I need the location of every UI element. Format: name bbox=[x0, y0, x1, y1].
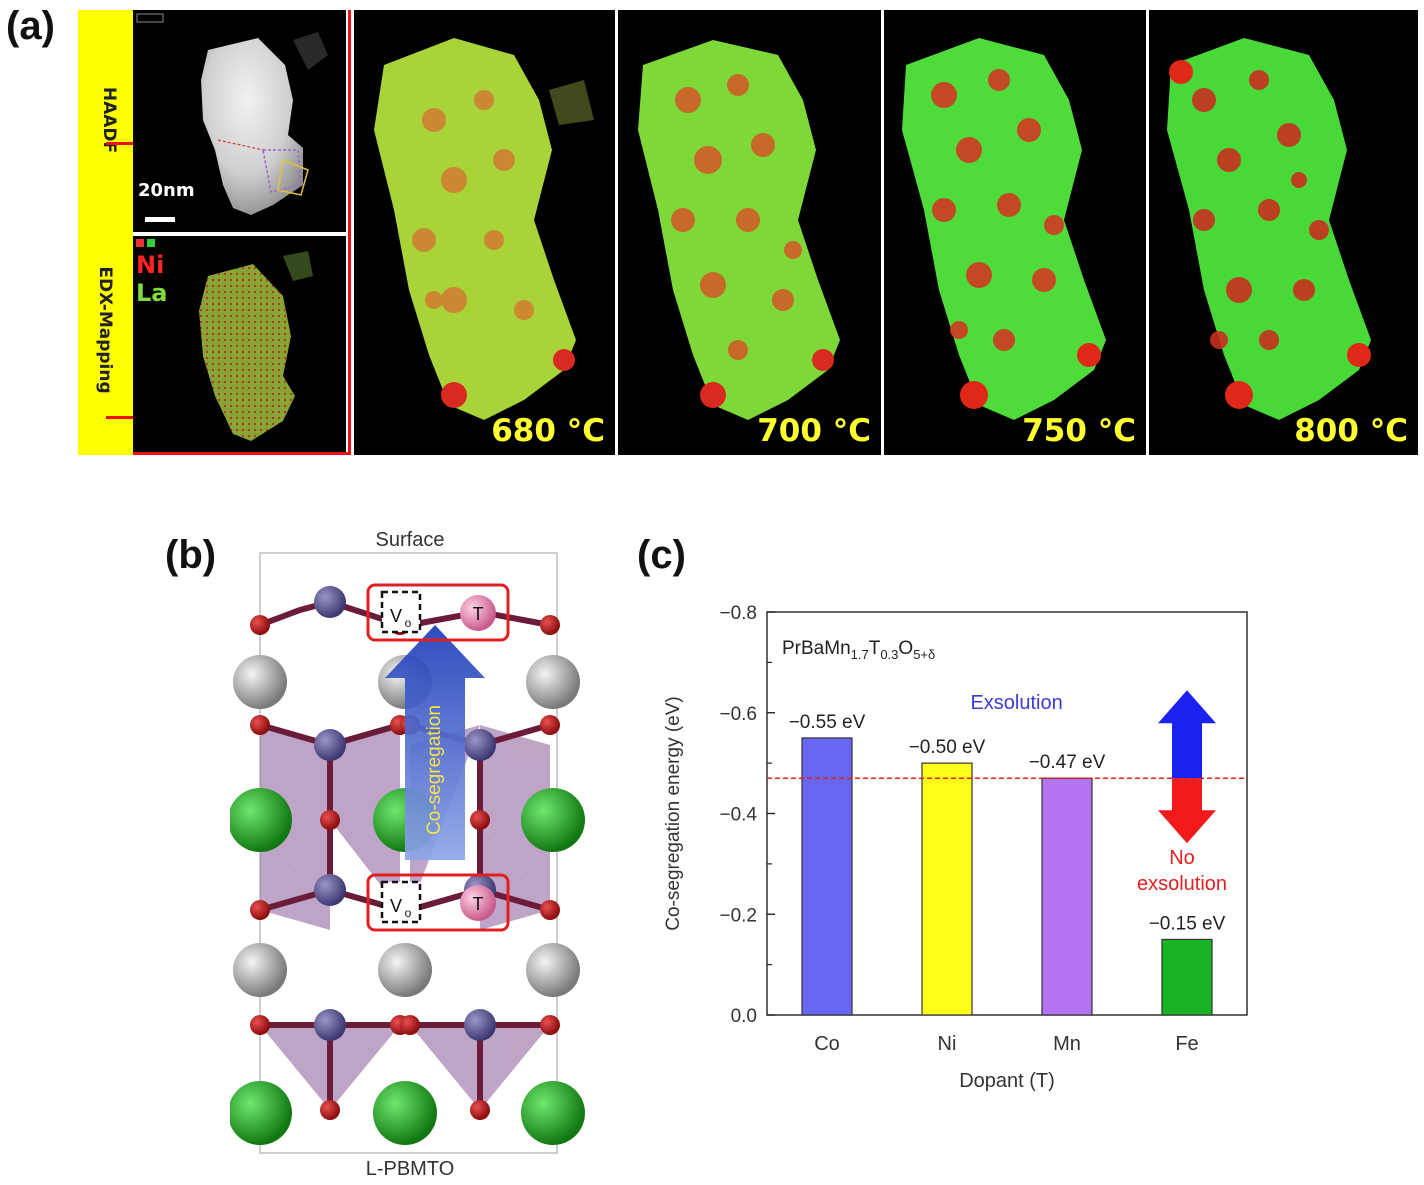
temperature-label-800: 800 °C bbox=[1294, 413, 1408, 449]
value-label-mn: −0.47 eV bbox=[1029, 752, 1106, 773]
x-tick-label-co: Co bbox=[814, 1033, 840, 1055]
label-bar bbox=[78, 10, 133, 455]
down-arrow-icon bbox=[1158, 778, 1216, 844]
temperature-label-700: 700 °C bbox=[757, 413, 871, 449]
no-exsolution-label-2: exsolution bbox=[1137, 873, 1227, 895]
co-segregation-label: Co-segregation bbox=[424, 705, 445, 835]
panel-label-a: (a) bbox=[6, 4, 55, 48]
edx-map-680: 680 °C bbox=[354, 10, 615, 455]
co-segregation-arrow-icon: Co-segregation bbox=[385, 625, 485, 860]
edx-map-800: 800 °C bbox=[1149, 10, 1418, 455]
dopant-label-bottom: T bbox=[473, 894, 484, 914]
no-exsolution-label-1: No bbox=[1169, 847, 1195, 869]
legend-ni: Ni bbox=[136, 251, 165, 279]
temperature-label-680: 680 °C bbox=[491, 413, 605, 449]
temperature-label-750: 750 °C bbox=[1022, 413, 1136, 449]
value-label-fe: −0.15 eV bbox=[1149, 913, 1226, 934]
edx-map-750: 750 °C bbox=[884, 10, 1146, 455]
bar-ni bbox=[921, 762, 973, 1016]
scale-label: 20nm bbox=[138, 180, 195, 201]
y-axis-label: Co-segregation energy (eV) bbox=[663, 696, 684, 930]
vacancy-sub-bottom: o bbox=[405, 906, 412, 920]
panel-a-edx-series: HAADF EDX-Mapping 20nm Ni La bbox=[78, 10, 1418, 455]
x-tick-label-fe: Fe bbox=[1175, 1033, 1198, 1055]
red-frame-bottom bbox=[133, 452, 351, 455]
vacancy-label-top: V bbox=[390, 606, 402, 626]
scale-bar bbox=[145, 217, 175, 222]
dopant-label-top: T bbox=[473, 604, 484, 624]
value-label-co: −0.55 eV bbox=[789, 712, 866, 733]
particle-800-icon bbox=[1167, 38, 1371, 420]
bar-fe bbox=[1161, 938, 1213, 1016]
panel-b-crystal-structure: Surface L-PBMTO bbox=[228, 529, 610, 1180]
vacancy-label-bottom: V bbox=[390, 896, 402, 916]
panel-label-b: (b) bbox=[165, 533, 217, 577]
l-pbmto-label: L-PBMTO bbox=[366, 1158, 455, 1180]
particle-680-icon bbox=[374, 38, 594, 420]
up-arrow-icon bbox=[1158, 690, 1216, 779]
red-frame-divider bbox=[348, 10, 351, 455]
surface-site-box: V o T bbox=[366, 583, 510, 642]
x-tick-label-mn: Mn bbox=[1053, 1033, 1081, 1055]
co-segregation-chart: 0.0 −0.2 −0.4 −0.6 −0.8 Co-segregation energy… bbox=[663, 603, 1248, 1092]
bar-mn bbox=[1041, 777, 1093, 1016]
particle-750-icon bbox=[902, 38, 1106, 420]
x-axis-label: Dopant (T) bbox=[959, 1070, 1055, 1092]
bar-co bbox=[801, 737, 853, 1016]
formula-label: PrBaMn1.7T0.3O5+δ bbox=[782, 638, 935, 662]
pr-atoms bbox=[228, 788, 585, 1145]
particle-700-icon bbox=[638, 40, 840, 420]
y-tick-label: 0.0 bbox=[731, 1006, 757, 1027]
exsolution-label: Exsolution bbox=[970, 692, 1062, 714]
x-tick-label-ni: Ni bbox=[938, 1033, 957, 1055]
panel-label-c: (c) bbox=[637, 533, 686, 577]
y-tick-label: −0.8 bbox=[719, 603, 757, 624]
bulk-site-box: V o T bbox=[366, 873, 510, 932]
haadf-image: 20nm bbox=[133, 10, 346, 232]
edx-mapping-label: EDX-Mapping bbox=[95, 266, 115, 394]
edx-particle-icon bbox=[199, 251, 313, 441]
edx-map-700: 700 °C bbox=[618, 10, 881, 455]
value-label-ni: −0.50 eV bbox=[909, 737, 986, 758]
legend-la: La bbox=[136, 279, 168, 307]
y-tick-label: −0.4 bbox=[719, 805, 757, 826]
edx-image: Ni La bbox=[133, 236, 346, 455]
y-tick-label: −0.2 bbox=[719, 905, 757, 926]
surface-label: Surface bbox=[376, 530, 445, 551]
crystal-structure-diagram: Surface L-PBMTO bbox=[228, 529, 585, 1180]
legend-la-swatch bbox=[147, 239, 155, 247]
haadf-particle-icon bbox=[136, 13, 328, 215]
y-tick-label: −0.6 bbox=[719, 704, 757, 725]
vacancy-sub-top: o bbox=[405, 616, 412, 630]
legend-ni-swatch bbox=[136, 239, 144, 247]
panel-c-bar-chart: 0.0 −0.2 −0.4 −0.6 −0.8 Co-segregation energy… bbox=[650, 590, 1270, 1100]
